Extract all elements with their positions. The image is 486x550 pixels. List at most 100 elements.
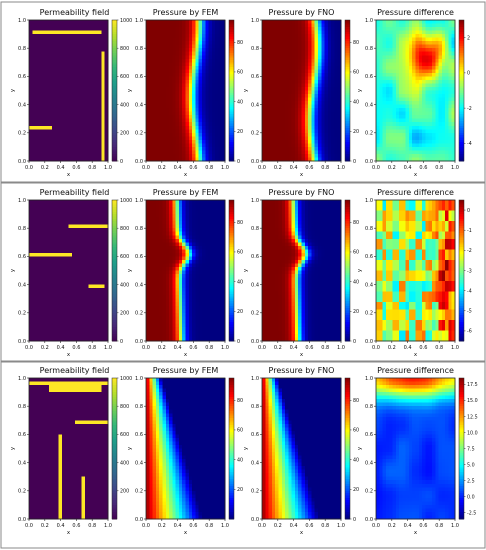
heatmap-cell: [159, 143, 163, 148]
heatmap-cell: [32, 122, 36, 127]
heatmap-cell: [262, 23, 266, 28]
heatmap-cell: [262, 115, 266, 120]
colorbar-segment: [112, 104, 117, 108]
heatmap-cell: [101, 86, 106, 91]
heatmap-cell: [198, 139, 203, 144]
heatmap-cell: [379, 153, 383, 158]
heatmap-cell: [412, 48, 416, 53]
heatmap-cell: [438, 86, 443, 91]
panel-title: Pressure by FNO: [269, 8, 335, 17]
heatmap-cell: [218, 83, 223, 88]
heatmap-cell: [152, 153, 157, 158]
heatmap-cell: [42, 157, 46, 162]
heatmap-cell: [78, 136, 83, 141]
heatmap-cell: [331, 143, 335, 148]
heatmap-cell: [431, 58, 436, 63]
heatmap-cell: [221, 30, 226, 35]
heatmap-cell: [42, 200, 46, 204]
heatmap-cell: [94, 58, 99, 63]
heatmap-cell: [52, 238, 56, 243]
heatmap-cell: [441, 143, 446, 148]
heatmap-cell: [75, 37, 79, 42]
heatmap-cell: [68, 298, 73, 303]
heatmap-cell: [42, 295, 46, 300]
heatmap-cell: [448, 58, 453, 63]
heatmap-cell: [81, 65, 86, 70]
heatmap-cell: [185, 90, 190, 95]
heatmap-cell: [55, 62, 60, 67]
heatmap-cell: [58, 263, 63, 268]
colorbar-segment: [229, 24, 234, 28]
heatmap-cell: [265, 34, 269, 39]
x-tick-label: 1.0: [451, 165, 459, 171]
heatmap-cell: [334, 41, 339, 46]
heatmap-cell: [61, 136, 66, 141]
heatmap-cell: [441, 44, 446, 49]
heatmap-cell: [101, 58, 106, 63]
heatmap-cell: [412, 55, 416, 60]
heatmap-cell: [55, 125, 60, 130]
heatmap-cell: [415, 83, 420, 88]
heatmap-cell: [35, 316, 40, 321]
heatmap-cell: [188, 146, 193, 151]
heatmap-cell: [218, 62, 223, 67]
heatmap-cell: [314, 72, 319, 77]
heatmap-cell: [94, 101, 99, 105]
heatmap-cell: [395, 139, 400, 144]
heatmap-cell: [445, 30, 449, 35]
colorbar-segment: [459, 78, 464, 82]
heatmap-cell: [422, 136, 426, 141]
heatmap-cell: [271, 136, 276, 141]
heatmap-cell: [195, 125, 200, 130]
heatmap-cell: [52, 281, 56, 285]
heatmap-cell: [81, 51, 86, 56]
heatmap-cell: [58, 86, 63, 91]
heatmap-cell: [29, 249, 33, 254]
heatmap-cell: [88, 157, 92, 162]
heatmap-cell: [399, 55, 403, 60]
heatmap-cell: [399, 86, 403, 91]
heatmap-cell: [45, 115, 50, 120]
y-tick-label: 0.6: [251, 74, 259, 80]
heatmap-cell: [448, 90, 453, 95]
x-tick-label: 0.2: [41, 165, 49, 171]
heatmap-cell: [38, 90, 43, 95]
heatmap-cell: [445, 90, 449, 95]
heatmap-cell: [159, 129, 163, 134]
heatmap-cell: [198, 146, 203, 151]
heatmap-cell: [428, 101, 433, 105]
heatmap-cell: [298, 20, 302, 24]
heatmap-cell: [159, 55, 163, 60]
heatmap-cell: [392, 146, 397, 151]
heatmap-cell: [422, 104, 426, 109]
heatmap-cell: [382, 90, 387, 95]
heatmap-cell: [165, 76, 170, 81]
heatmap-cell: [281, 51, 286, 56]
heatmap-cell: [178, 58, 183, 63]
colorbar-segment: [229, 62, 234, 66]
heatmap-cell: [275, 146, 279, 151]
colorbar-segment: [112, 52, 117, 56]
panel-title: Permeability field: [40, 8, 110, 17]
heatmap-cell: [291, 122, 296, 127]
heatmap-cell: [29, 228, 33, 233]
heatmap-cell: [35, 319, 40, 324]
heatmap-cell: [58, 143, 63, 148]
heatmap-cell: [29, 118, 33, 123]
heatmap-cell: [146, 55, 150, 60]
heatmap-cell: [331, 97, 335, 102]
heatmap-cell: [195, 27, 200, 31]
heatmap-cell: [201, 97, 206, 102]
heatmap-cell: [91, 44, 96, 49]
heatmap-cell: [165, 41, 170, 46]
heatmap-cell: [192, 62, 196, 67]
heatmap-cell: [221, 136, 226, 141]
heatmap-cell: [188, 55, 193, 60]
heatmap-cell: [81, 302, 86, 307]
heatmap-cell: [65, 224, 69, 229]
heatmap-cell: [81, 44, 86, 49]
heatmap-cell: [61, 58, 66, 63]
heatmap-cell: [29, 72, 33, 77]
heatmap-cell: [395, 83, 400, 88]
